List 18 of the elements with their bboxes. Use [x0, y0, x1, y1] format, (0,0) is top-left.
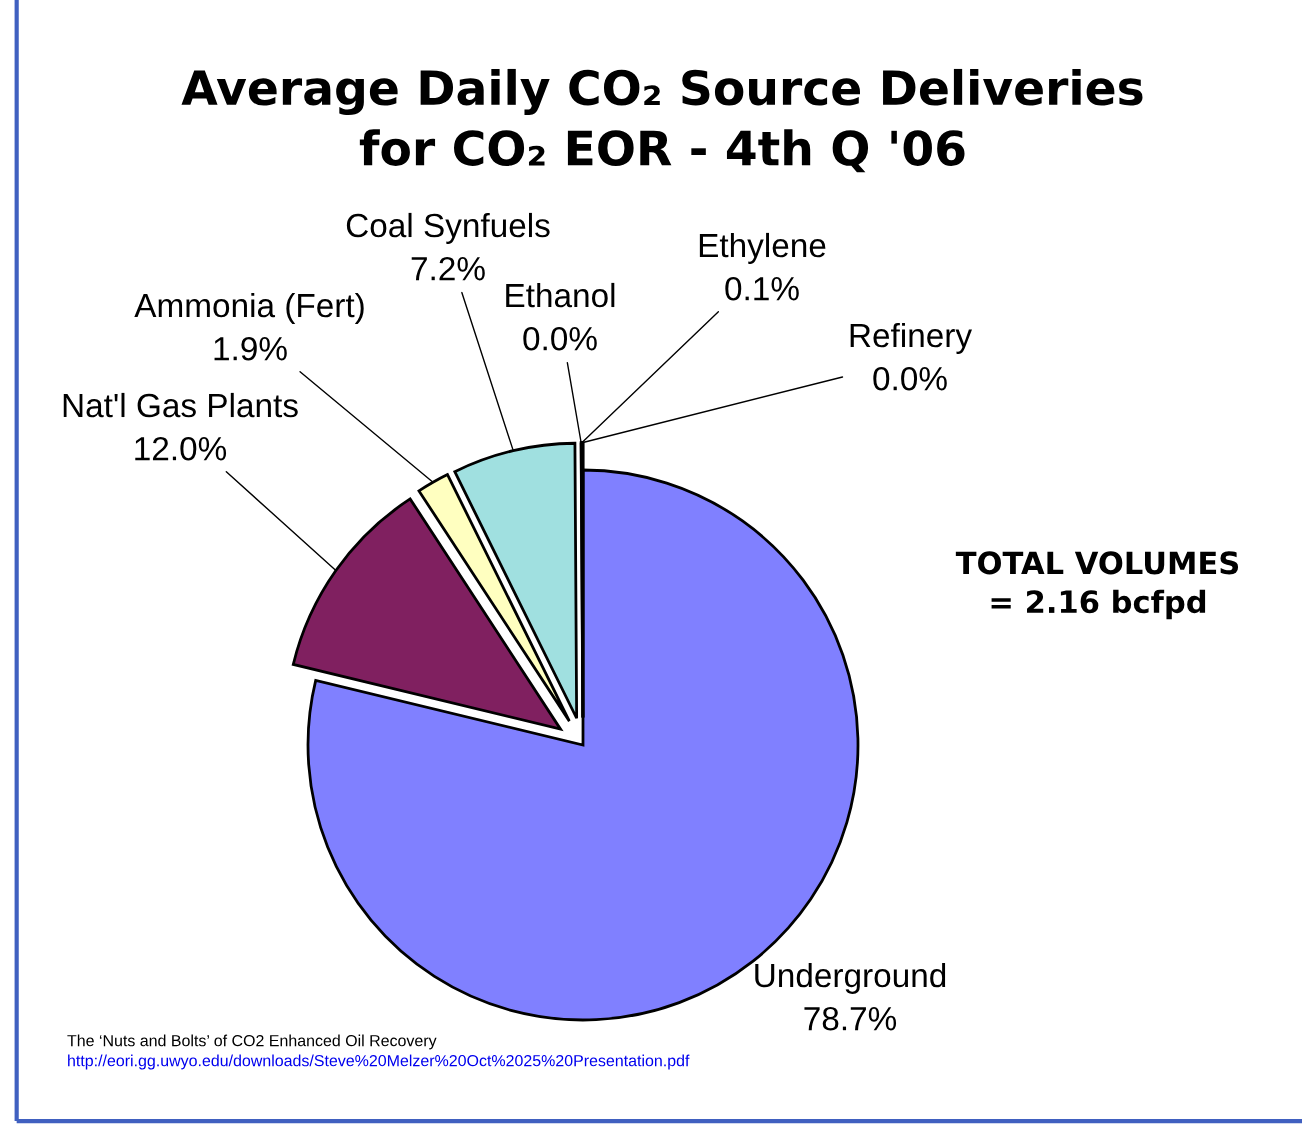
slice-label: Underground — [755, 962, 946, 994]
data-label: 12.0% — [135, 436, 227, 461]
category-label: Ethanol — [506, 282, 615, 308]
data-label: 0.1% — [725, 276, 799, 301]
slice-label: Coal Synfuels — [346, 212, 550, 244]
text: http://eori.gg.uwyo.edu/downloads/Steve%20Melzer%20Oct%2025%20Presentation.pdf — [68, 1054, 690, 1070]
chart-title: Average Daily CO₂ Source Deliveries for CO₂ EOR - 4th Q '06 — [181, 68, 1143, 173]
data-label: 1.9% — [214, 336, 287, 361]
text: 0.0% — [873, 366, 947, 391]
data-label: 78.7% — [804, 1006, 897, 1031]
data-label: 7.2% — [411, 256, 485, 281]
text: TOTAL VOLUMES = 2.16 bcfpd — [955, 551, 1239, 620]
slice-label: Ammonia (Fert) — [134, 292, 364, 324]
slice-label: Nat'l Gas Plants — [63, 392, 298, 418]
text: 0.0% — [523, 326, 597, 351]
text: The ‘Nuts and Bolts’ of CO2 Enhanced Oil Recovery — [67, 1034, 437, 1050]
slice-label: Ethylene — [699, 232, 826, 264]
category-label: Refinery — [850, 322, 972, 354]
